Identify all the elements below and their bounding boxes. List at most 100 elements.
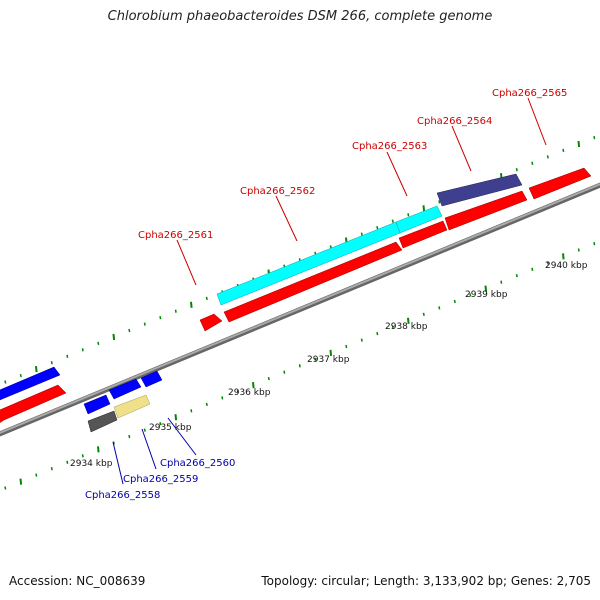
label-cpha266-2564[interactable]: Cpha266_2564 (417, 116, 492, 127)
tick-mark (469, 293, 472, 297)
label-cpha266-2560[interactable]: Cpha266_2560 (160, 458, 235, 469)
scale-label-2936: 2936 kbp (228, 388, 271, 398)
label-cpha266-2562[interactable]: Cpha266_2562 (240, 186, 315, 197)
tick-mark (81, 454, 84, 458)
forward-gene-labels: Cpha266_2561 Cpha266_2562 Cpha266_2563 C… (138, 88, 567, 286)
tick-mark (159, 316, 162, 320)
tick-mark (531, 267, 534, 271)
scale-label-2937: 2937 kbp (307, 355, 350, 365)
tick-mark (4, 380, 7, 384)
tick-mark (422, 312, 425, 316)
tick-mark (391, 219, 394, 223)
tick-mark (360, 232, 363, 236)
tick-mark (190, 409, 193, 413)
tick-mark (97, 341, 100, 346)
tick-mark (422, 205, 426, 212)
scale-label-2934: 2934 kbp (70, 459, 113, 469)
tick-mark (143, 322, 146, 326)
tick-mark (577, 140, 581, 148)
label-cpha266-2558[interactable]: Cpha266_2558 (85, 490, 160, 501)
accession-text: Accession: NC_008639 (9, 574, 146, 588)
tick-mark (562, 148, 565, 153)
cds-cpha266-2561[interactable] (199, 313, 223, 332)
tick-mark (174, 309, 177, 313)
scale-label-2935: 2935 kbp (149, 423, 192, 433)
tick-mark (205, 402, 208, 407)
map-title: Chlorobium phaeobacteroides DSM 266, com… (107, 9, 493, 24)
scale-label-2938: 2938 kbp (385, 322, 428, 332)
tick-mark (515, 168, 518, 172)
gene-cpha266-2559[interactable] (108, 378, 151, 419)
tick-mark (35, 366, 38, 373)
tick-mark (174, 414, 178, 421)
tick-mark (484, 285, 488, 292)
tick-mark (298, 364, 301, 368)
tick-mark (128, 328, 131, 333)
tick-mark (50, 467, 53, 471)
tick-mark (283, 370, 286, 374)
tick-mark (593, 241, 596, 246)
tick-mark (531, 161, 534, 165)
tick-mark (159, 422, 162, 426)
tick-mark (577, 248, 580, 252)
tick-mark (453, 299, 456, 304)
tick-mark (81, 348, 84, 352)
tick-mark (19, 373, 22, 378)
gene-cpha266-2558[interactable] (83, 394, 118, 433)
tick-mark (360, 338, 363, 342)
tick-mark (19, 478, 23, 485)
tick-mark (252, 382, 255, 389)
scale-labels: 2934 kbp 2935 kbp 2936 kbp 2937 kbp 2938… (70, 261, 588, 469)
genome-stats: Topology: circular; Length: 3,133,902 bp… (261, 574, 591, 588)
tick-mark (143, 428, 146, 432)
tick-mark (205, 296, 208, 301)
tick-mark (112, 441, 115, 445)
label-cpha266-2561[interactable]: Cpha266_2561 (138, 230, 213, 241)
tick-mark (236, 389, 239, 394)
cds-cpha266-2563[interactable] (398, 220, 448, 249)
tick-mark (66, 460, 69, 464)
tick-mark (593, 135, 596, 140)
cds-cpha266-2565[interactable] (528, 167, 592, 200)
tick-mark (345, 344, 348, 349)
tick-mark (438, 306, 441, 310)
label-cpha266-2563[interactable]: Cpha266_2563 (352, 141, 427, 152)
tick-mark (112, 333, 116, 341)
gene-cpha266-2564[interactable] (436, 173, 523, 207)
tick-mark (391, 325, 394, 329)
tick-mark (407, 213, 410, 217)
tick-mark (267, 376, 270, 381)
tick-mark (515, 274, 518, 278)
gene-cpha266-2563[interactable] (395, 205, 443, 234)
tick-mark (562, 253, 565, 260)
tick-mark (546, 155, 549, 159)
tick-mark (190, 301, 193, 308)
tick-mark (128, 434, 131, 439)
tick-mark (97, 446, 100, 453)
label-cpha266-2559[interactable]: Cpha266_2559 (123, 474, 198, 485)
tick-mark (329, 349, 333, 356)
tick-mark (66, 354, 69, 358)
genome-backbone (0, 182, 600, 437)
tick-mark (376, 331, 379, 336)
feature-left-blue[interactable] (0, 366, 61, 402)
tick-mark (376, 225, 379, 230)
feature-left-red[interactable] (0, 384, 67, 426)
gene-cpha266-2562[interactable] (216, 221, 401, 306)
tick-mark (438, 200, 441, 204)
tick-mark (4, 486, 7, 490)
tick-mark (50, 361, 53, 365)
cds-cpha266-2562[interactable] (223, 241, 403, 323)
reverse-gene-labels: Cpha266_2558 Cpha266_2559 Cpha266_2560 (85, 417, 235, 501)
label-cpha266-2565[interactable]: Cpha266_2565 (492, 88, 567, 99)
gene-cpha266-2560[interactable] (140, 370, 163, 388)
tick-mark (221, 396, 224, 400)
tick-mark (407, 317, 410, 324)
tick-mark (500, 280, 503, 284)
tick-mark (35, 473, 38, 477)
scale-label-2939: 2939 kbp (465, 290, 508, 300)
scale-label-2940: 2940 kbp (545, 261, 588, 271)
cds-cpha266-2564[interactable] (444, 190, 528, 231)
tick-mark (546, 261, 549, 265)
